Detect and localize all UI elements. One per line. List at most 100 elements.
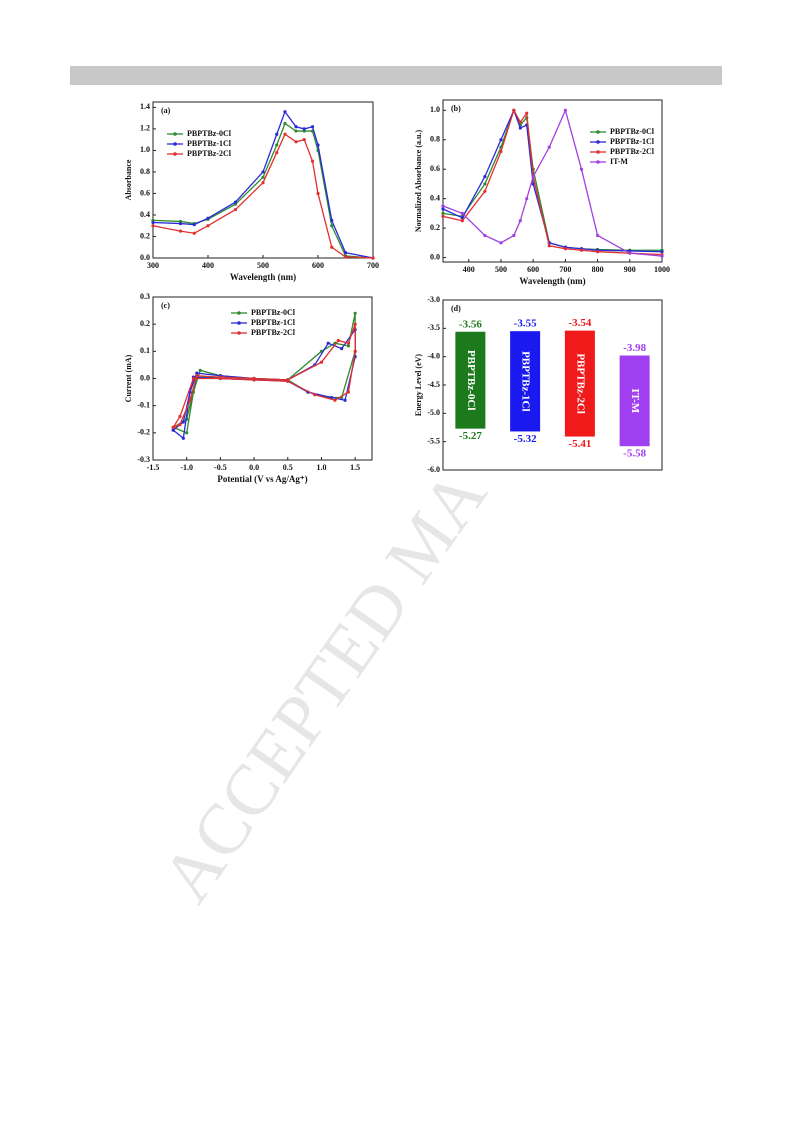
data-point [563, 108, 567, 112]
panel-label: (a) [161, 106, 171, 115]
data-point [326, 341, 330, 345]
data-point [333, 398, 337, 402]
data-point [261, 170, 265, 174]
series-line [442, 108, 663, 253]
data-point [441, 204, 445, 208]
data-point [336, 338, 340, 343]
legend-label: PBPTBz-0Cl [251, 308, 296, 317]
y-tick-label: 0.8 [140, 167, 150, 176]
data-point [206, 224, 210, 228]
data-point [660, 250, 664, 254]
series-line [442, 108, 663, 257]
y-tick-label: 0.1 [140, 346, 150, 355]
x-tick-label: 0.5 [283, 463, 293, 472]
series-line [442, 108, 663, 256]
legend-marker [596, 130, 600, 134]
legend-label: PBPTBz-1Cl [187, 139, 232, 148]
data-point [518, 120, 522, 124]
legend-marker [237, 311, 241, 315]
data-point [233, 200, 238, 204]
x-axis-label: Wavelength (nm) [519, 276, 585, 286]
data-point [198, 368, 202, 372]
panel-label: (d) [451, 304, 461, 313]
x-tick-label: 800 [592, 265, 604, 274]
data-point [191, 376, 196, 381]
data-point [261, 181, 265, 185]
data-point [185, 431, 189, 435]
x-tick-label: 500 [495, 265, 507, 274]
data-point [579, 248, 584, 252]
data-point [330, 224, 334, 228]
data-point [525, 197, 529, 201]
data-point [563, 247, 567, 251]
data-point [195, 374, 199, 378]
series-line [152, 122, 374, 259]
data-point [188, 398, 192, 402]
data-point [329, 395, 334, 400]
data-point [441, 211, 445, 215]
x-tick-label: 300 [147, 261, 159, 270]
data-point [460, 216, 464, 220]
data-point [595, 250, 600, 254]
category-label: PBPTBz-2Cl [574, 353, 586, 414]
energy-bar [619, 355, 650, 447]
data-point [310, 159, 315, 163]
x-axis-label: Potential (V vs Ag/Ag⁺) [217, 474, 307, 484]
bottom-value-label: -5.27 [459, 430, 482, 442]
data-point [310, 125, 315, 129]
x-tick-label: 900 [624, 265, 636, 274]
data-point [353, 322, 357, 326]
y-tick-label: 0.6 [430, 164, 440, 173]
data-point [343, 251, 348, 255]
legend-label: PBPTBz-2Cl [251, 328, 296, 337]
data-point [628, 251, 632, 255]
data-point [283, 121, 287, 126]
data-point [192, 223, 196, 227]
plot-frame [442, 99, 663, 263]
y-tick-label: 0.0 [140, 373, 150, 382]
y-tick-label: 0.0 [140, 253, 150, 262]
data-point [460, 211, 464, 215]
x-tick-label: -1.0 [180, 463, 193, 472]
bottom-value-label: -5.41 [568, 438, 591, 450]
y-axis-label: Normalized Absorbance (a.u.) [414, 130, 423, 233]
data-point [286, 379, 290, 383]
y-tick-label: 0.4 [430, 194, 440, 203]
y-tick-label: 0.2 [140, 319, 150, 328]
x-tick-label: 500 [257, 261, 269, 270]
y-tick-label: 0.3 [140, 292, 150, 301]
x-tick-label: 1.5 [350, 463, 360, 472]
bottom-value-label: -5.58 [623, 448, 646, 460]
y-tick-label: -4.0 [427, 351, 440, 360]
legend-marker [173, 152, 177, 156]
x-tick-label: -0.5 [214, 463, 227, 472]
plot-frame [152, 101, 374, 259]
x-tick-label: -1.5 [147, 463, 160, 472]
legend-label: PBPTBz-0Cl [610, 127, 655, 136]
data-point [316, 191, 320, 196]
data-point [178, 221, 183, 226]
y-tick-label: -5.5 [427, 436, 440, 445]
data-point [330, 218, 334, 222]
data-point [275, 143, 279, 147]
data-point [206, 216, 210, 220]
data-point [343, 398, 347, 402]
category-label: PBPTBz-0Cl [465, 350, 477, 411]
x-tick-label: 400 [463, 265, 475, 274]
data-point [261, 175, 265, 179]
data-point [483, 189, 487, 193]
data-point [441, 214, 445, 218]
data-point [483, 233, 487, 238]
data-point [547, 244, 551, 248]
legend-marker [237, 331, 241, 335]
data-point [346, 341, 351, 345]
y-axis-label: Absorbance [124, 159, 133, 200]
data-point [178, 229, 183, 233]
y-tick-label: 1.0 [140, 145, 150, 154]
data-point [518, 219, 522, 223]
legend-label: IT-M [610, 157, 628, 166]
data-point [218, 376, 222, 381]
data-point [499, 138, 503, 142]
data-point [178, 423, 182, 427]
